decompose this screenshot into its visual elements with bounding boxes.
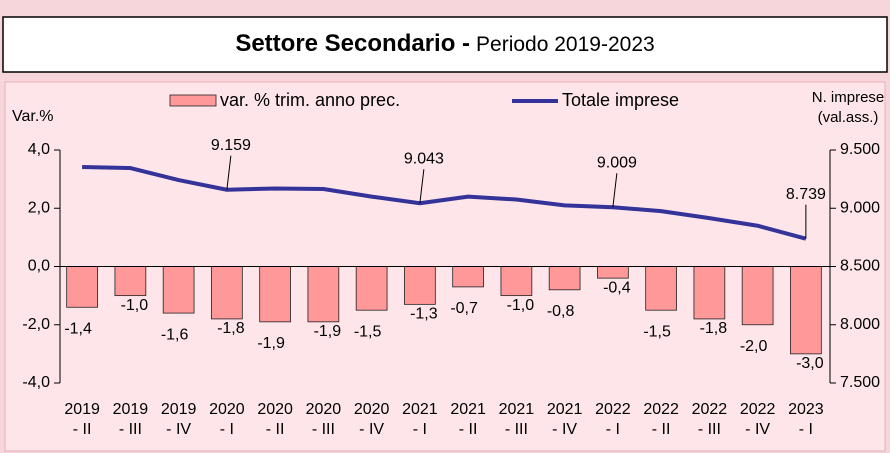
bar-value-label: -1,9 [314,323,342,340]
bar-value-label: -0,7 [450,300,478,317]
x-tick-label: 2020 [209,401,245,418]
line [82,165,807,241]
bar [355,266,388,311]
bar-value-label: -1,8 [700,320,728,337]
x-tick-label: 2020 [257,401,293,418]
x-tick-label: 2022 [643,401,679,418]
bar-value-label: -1,0 [121,297,149,314]
x-tick-label: 2021 [547,401,583,418]
title-box [2,16,888,73]
annotation-leader [226,155,232,190]
legend-label: Totale imprese [562,90,679,110]
y-axis-label: Var.% [12,108,54,125]
y-tick-label: 2,0 [28,199,50,216]
legend-swatch [169,94,217,107]
x-tick-label: - II [652,421,671,438]
x-tick-label: - I [799,421,813,438]
y2-tick-label: 7.500 [840,374,880,391]
bar [114,266,147,297]
x-tick-label: 2020 [306,401,342,418]
bar [597,266,629,279]
bar-value-label: -0,8 [547,303,575,320]
legend-label: var. % trim. anno prec. [220,90,400,110]
chart-title: Settore Secondario - [235,30,470,57]
x-tick-label: - I [220,421,234,438]
y2-tick-label: 9.500 [840,141,880,158]
bar-value-label: -1,0 [507,297,535,314]
bar [66,266,98,308]
x-tick-label: - IV [359,421,384,438]
bar-value-label: -2,0 [740,338,768,355]
x-tick-label: 2019 [161,401,197,418]
bar-value-label: -0,4 [603,279,631,296]
y2-axis-label: (val.ass.) [818,109,879,126]
x-tick-label: - IV [552,421,577,438]
x-tick-label: - I [606,421,620,438]
bar [500,266,533,297]
y-tick-label: -2,0 [22,316,50,333]
bar-value-label: -1,8 [217,320,245,337]
bar-value-label: -1,9 [257,335,285,352]
line-value-label: 8.739 [786,186,826,203]
bar-value-label: -1,5 [354,323,382,340]
line-value-label: 9.159 [211,137,251,154]
y-tick-label: -4,0 [22,374,50,391]
x-tick-label: 2020 [354,401,390,418]
x-tick-label: 2021 [402,401,438,418]
x-tick-label: 2021 [450,401,486,418]
x-tick-label: 2022 [740,401,776,418]
x-tick-label: - III [698,421,721,438]
bar [211,266,243,320]
x-tick-label: 2021 [499,401,535,418]
bar [404,266,436,305]
x-tick-label: - II [266,421,285,438]
bar-value-label: -1,5 [643,323,671,340]
bar [259,266,291,323]
y2-tick-label: 8.000 [840,316,880,333]
annotation-leader [612,173,618,208]
y2-tick-label: 8.500 [840,258,880,275]
bar-value-label: -1,4 [64,320,92,337]
x-tick-label: - III [505,421,528,438]
bar [548,266,581,291]
y-tick-label: 4,0 [28,141,50,158]
x-tick-label: 2023 [788,401,824,418]
bar [693,266,726,320]
line-value-label: 9.009 [597,154,637,171]
bar [452,266,484,288]
x-tick-label: - IV [745,421,770,438]
x-tick-label: - I [413,421,427,438]
bar [790,266,822,355]
bar [645,266,677,311]
x-tick-label: - IV [166,421,191,438]
x-tick-label: 2022 [595,401,631,418]
bar [162,266,195,314]
y2-axis-label: N. imprese [812,89,885,106]
chart-title-group: Settore Secondario - Periodo 2019-2023 [235,30,654,57]
annotation-leader [419,169,425,204]
x-tick-label: 2019 [113,401,149,418]
line-value-label: 9.043 [404,150,444,167]
x-tick-label: - III [312,421,335,438]
x-tick-label: - II [73,421,92,438]
y2-tick-label: 9.000 [840,199,880,216]
bar-value-label: -1,6 [161,326,189,343]
x-tick-label: 2022 [692,401,728,418]
x-tick-label: 2019 [64,401,100,418]
x-tick-label: - III [119,421,142,438]
bar-value-label: -1,3 [410,306,438,323]
bar-value-label: -3,0 [796,355,824,372]
x-tick-label: - II [459,421,478,438]
y-tick-label: 0,0 [28,258,50,275]
chart-subtitle: Periodo 2019-2023 [476,33,655,56]
bar [741,266,774,326]
bar [307,266,340,323]
